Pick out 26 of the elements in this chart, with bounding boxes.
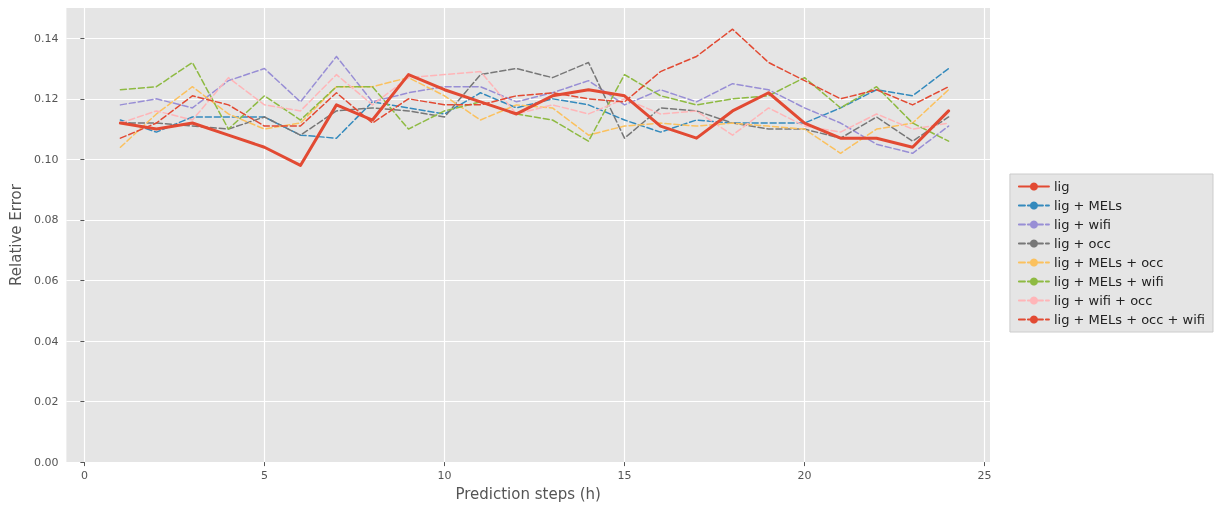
x-tick-label: 20 xyxy=(797,469,812,483)
legend-label: lig + MELs + occ xyxy=(1053,255,1164,270)
legend-label: lig xyxy=(1053,179,1070,194)
y-tick-label: 0.04 xyxy=(33,334,59,348)
y-tick-label: 0.06 xyxy=(33,273,59,287)
legend-label: lig + MELs + wifi xyxy=(1053,274,1164,289)
legend-label: lig + wifi xyxy=(1053,217,1111,232)
x-tick-label: 15 xyxy=(617,469,632,483)
y-tick-label: 0.08 xyxy=(33,213,59,227)
y-tick-label: 0.12 xyxy=(33,92,59,106)
y-tick-label: 0.10 xyxy=(33,152,59,166)
legend-label: lig + wifi + occ xyxy=(1053,293,1153,308)
x-tick-label: 10 xyxy=(437,469,452,483)
legend-label: lig + occ xyxy=(1053,236,1111,251)
y-tick-label: 0.14 xyxy=(33,31,59,45)
x-tick-label: 5 xyxy=(260,469,268,483)
line-series xyxy=(119,55,950,155)
x-axis-title: Prediction steps (h) xyxy=(455,484,601,503)
y-axis-title: Relative Error xyxy=(6,183,25,286)
legend-label: lig + MELs + occ + wifi xyxy=(1053,312,1205,327)
y-tick-label: 0.00 xyxy=(33,455,59,469)
line-series xyxy=(119,76,950,155)
x-tick-label: 25 xyxy=(977,469,992,483)
legend-label: lig + MELs xyxy=(1053,198,1123,213)
x-tick-label: 0 xyxy=(80,469,88,483)
y-tick-label: 0.02 xyxy=(33,395,59,409)
